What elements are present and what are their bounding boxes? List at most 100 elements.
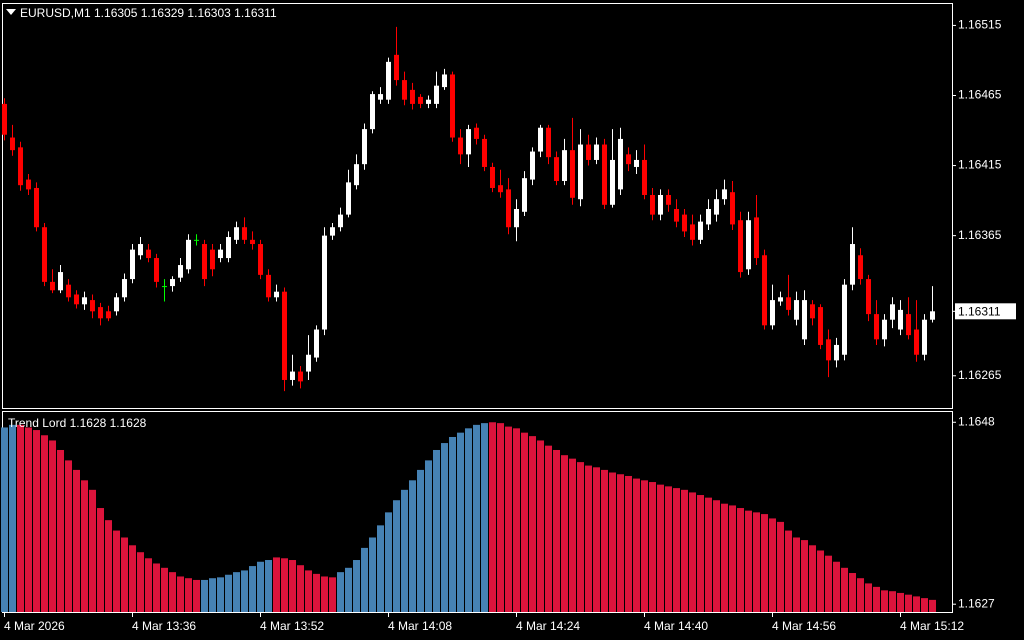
histogram-bar [57, 449, 64, 612]
histogram-bar [193, 579, 200, 612]
histogram-bar [105, 520, 112, 612]
histogram-bar [353, 560, 360, 612]
histogram-bar [17, 424, 24, 612]
candle-body [610, 159, 615, 205]
y-tick-label: 1.16265 [958, 368, 1002, 382]
histogram-bar [817, 550, 824, 612]
histogram-bar [33, 430, 40, 612]
histogram-bar [1, 427, 8, 612]
candle-body [306, 354, 311, 372]
histogram-bar [265, 560, 272, 612]
x-tick-label: 4 Mar 15:12 [900, 619, 964, 633]
histogram-bar [513, 428, 520, 612]
candle-body [458, 137, 463, 155]
candle-body [530, 151, 535, 180]
pane-title: Trend Lord 1.1628 1.1628 [8, 416, 147, 430]
histogram-bar [97, 508, 104, 612]
candle-body [466, 129, 471, 155]
candle-body [866, 279, 871, 315]
candle-body [634, 159, 639, 167]
histogram-bar [337, 572, 344, 612]
histogram-bar [625, 475, 632, 612]
histogram-bar [857, 578, 864, 612]
candle-body [66, 284, 71, 298]
histogram-bar [209, 578, 216, 612]
x-tick-label: 4 Mar 14:24 [516, 619, 580, 633]
candle-body [922, 319, 927, 355]
y-tick-label: 1.1627 [958, 596, 995, 610]
histogram-bar [377, 525, 384, 612]
histogram-bar [593, 467, 600, 612]
histogram-bar [753, 512, 760, 612]
candle-body [770, 300, 775, 326]
histogram-bar [241, 570, 248, 612]
menu-triangle[interactable] [6, 9, 16, 15]
histogram-bar [161, 567, 168, 612]
candle-body [730, 192, 735, 225]
candle-body [90, 300, 95, 312]
last-price-box [955, 303, 1016, 320]
candle-body [210, 249, 215, 270]
histogram-bar [121, 537, 128, 612]
x-tick-label: 4 Mar 14:56 [772, 619, 836, 633]
histogram-bar [465, 428, 472, 612]
candle-body [314, 329, 319, 358]
histogram-bar [417, 469, 424, 612]
candle-body [482, 138, 487, 167]
candle-body [122, 279, 127, 298]
histogram-bar [153, 563, 160, 612]
candle-body [218, 249, 223, 259]
candle-body [386, 61, 391, 100]
candle-body [578, 144, 583, 200]
histogram-bar [257, 561, 264, 612]
candle-body [890, 304, 895, 320]
histogram-bar [553, 449, 560, 612]
x-tick-label: 4 Mar 2026 [4, 619, 65, 633]
candle-body [402, 80, 407, 100]
histogram-bar [217, 577, 224, 612]
histogram-bar [633, 478, 640, 612]
candle-body [914, 329, 919, 355]
histogram-bar [201, 579, 208, 612]
candle-body [818, 307, 823, 345]
histogram-bar [289, 560, 296, 612]
candle-body [522, 178, 527, 212]
candle-body [362, 129, 367, 165]
histogram-bar [521, 432, 528, 612]
candle-body [562, 150, 567, 181]
candle-body [858, 255, 863, 280]
pane-title: EURUSD,M1 1.16305 1.16329 1.16303 1.1631… [20, 6, 277, 20]
candle-body [354, 164, 359, 186]
candle-body [98, 307, 103, 319]
candle-body [202, 244, 207, 280]
histogram-bar [177, 576, 184, 612]
main-pane-frame [2, 3, 953, 409]
candle-body [722, 189, 727, 200]
histogram-bar [649, 482, 656, 612]
candle-body [58, 272, 63, 291]
candle-body [538, 127, 543, 152]
histogram-bar [9, 424, 16, 612]
histogram-bar [577, 462, 584, 612]
candle-body [114, 297, 119, 312]
histogram-bar [225, 574, 232, 612]
histogram-bar [889, 591, 896, 612]
candle-body [642, 159, 647, 195]
candle-body [194, 239, 199, 241]
y-tick-label: 1.16515 [958, 18, 1002, 32]
histogram-bar [545, 445, 552, 612]
histogram-bar [113, 530, 120, 612]
candle-body [178, 265, 183, 278]
candle-body [130, 249, 135, 280]
candle-body [658, 194, 663, 215]
candle-body [442, 74, 447, 88]
candle-body [490, 166, 495, 188]
histogram-bar [305, 570, 312, 612]
candle-body [234, 227, 239, 240]
histogram-bar [425, 460, 432, 612]
y-tick-label: 1.16415 [958, 158, 1002, 172]
candle-body [738, 220, 743, 273]
histogram-bar [585, 465, 592, 612]
candle-body [34, 187, 39, 228]
histogram-bar [913, 596, 920, 612]
